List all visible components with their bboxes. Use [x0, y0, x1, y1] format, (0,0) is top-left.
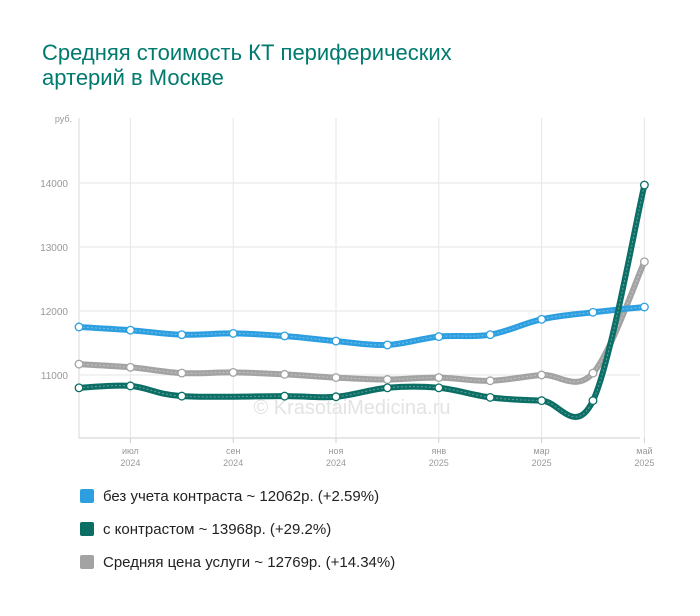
point-avg	[588, 368, 598, 378]
point-avg	[125, 362, 135, 372]
x-tick-label-year: 2025	[429, 458, 449, 468]
x-tick-label-year: 2025	[532, 458, 552, 468]
point-contrast	[588, 396, 598, 406]
y-tick-label: 14000	[40, 179, 68, 190]
y-tick-label: 12000	[40, 307, 68, 318]
point-contrast	[280, 391, 290, 401]
point-base	[331, 336, 341, 346]
point-avg	[228, 367, 238, 377]
point-contrast	[537, 396, 547, 406]
x-tick-label-year: 2024	[326, 458, 346, 468]
point-contrast	[177, 391, 187, 401]
point-avg	[331, 373, 341, 383]
point-avg	[639, 257, 649, 267]
point-base	[228, 328, 238, 338]
legend-swatch-avg	[80, 555, 94, 569]
x-tick-label-month: янв	[431, 446, 446, 456]
series-line-texture-base	[78, 306, 645, 346]
point-avg	[537, 370, 547, 380]
point-avg	[177, 368, 187, 378]
point-contrast	[434, 383, 444, 393]
y-axis-label: руб.	[55, 114, 72, 124]
legend-swatch-base	[80, 489, 94, 503]
chart-title-line-1: Средняя стоимость КТ периферических	[42, 40, 452, 65]
legend-label-contrast: с контрастом ~ 13968р. (+29.2%)	[103, 520, 332, 538]
series-line-texture-contrast	[78, 184, 645, 418]
legend-label-avg: Средняя цена услуги ~ 12769р. (+14.34%)	[103, 553, 396, 571]
point-base	[537, 314, 547, 324]
point-base	[74, 322, 84, 332]
x-tick-label-month: ноя	[329, 446, 344, 456]
point-base	[485, 330, 495, 340]
legend-item-contrast[interactable]: с контрастом ~ 13968р. (+29.2%)	[80, 519, 395, 539]
point-base	[280, 331, 290, 341]
legend-item-base[interactable]: без учета контраста ~ 12062р. (+2.59%)	[80, 486, 395, 506]
series-line-base	[76, 304, 648, 349]
x-tick-label-month: сен	[226, 446, 241, 456]
point-contrast	[331, 392, 341, 402]
point-base	[434, 332, 444, 342]
watermark: © KrasotaiMedicina.ru	[253, 397, 450, 419]
x-tick-label-year: 2024	[120, 458, 140, 468]
point-avg	[485, 376, 495, 386]
point-avg	[382, 375, 392, 384]
x-tick-label-month: июл	[122, 446, 139, 456]
series-lines	[76, 182, 648, 420]
y-tick-label: 13000	[40, 243, 68, 254]
point-avg	[434, 373, 444, 383]
series-line-avg	[76, 258, 648, 385]
point-contrast	[125, 381, 135, 391]
point-base	[177, 330, 187, 340]
x-tick-label-year: 2025	[634, 458, 654, 468]
series-markers	[74, 180, 649, 406]
point-contrast	[74, 383, 84, 393]
x-tick-label-month: мар	[533, 446, 549, 456]
point-contrast	[382, 383, 392, 393]
legend: без учета контраста ~ 12062р. (+2.59%) с…	[80, 486, 395, 585]
series-line-texture-avg	[78, 261, 645, 383]
chart-title-line-2: артерий в Москве	[42, 65, 224, 90]
point-contrast	[639, 180, 649, 190]
y-axis-ticks: 11000 12000 13000 14000	[40, 179, 68, 382]
y-tick-label: 11000	[41, 371, 69, 382]
x-axis-ticks: июл 2024 сен 2024 ноя 2024 янв 2025 мар 2025 май 20…	[120, 438, 654, 468]
point-base	[639, 302, 649, 312]
x-tick-label-year: 2024	[223, 458, 243, 468]
legend-label-base: без учета контраста ~ 12062р. (+2.59%)	[103, 487, 380, 505]
point-avg	[280, 369, 290, 379]
legend-item-avg[interactable]: Средняя цена услуги ~ 12769р. (+14.34%)	[80, 552, 395, 572]
point-avg	[74, 359, 84, 369]
x-tick-label-month: май	[636, 446, 652, 456]
legend-swatch-contrast	[80, 522, 94, 536]
point-contrast	[485, 392, 495, 402]
series-line-contrast	[76, 182, 648, 420]
point-base	[588, 307, 598, 317]
point-base	[382, 340, 392, 350]
chart-title: Средняя стоимость КТ периферических арте…	[42, 40, 602, 90]
point-base	[125, 325, 135, 335]
